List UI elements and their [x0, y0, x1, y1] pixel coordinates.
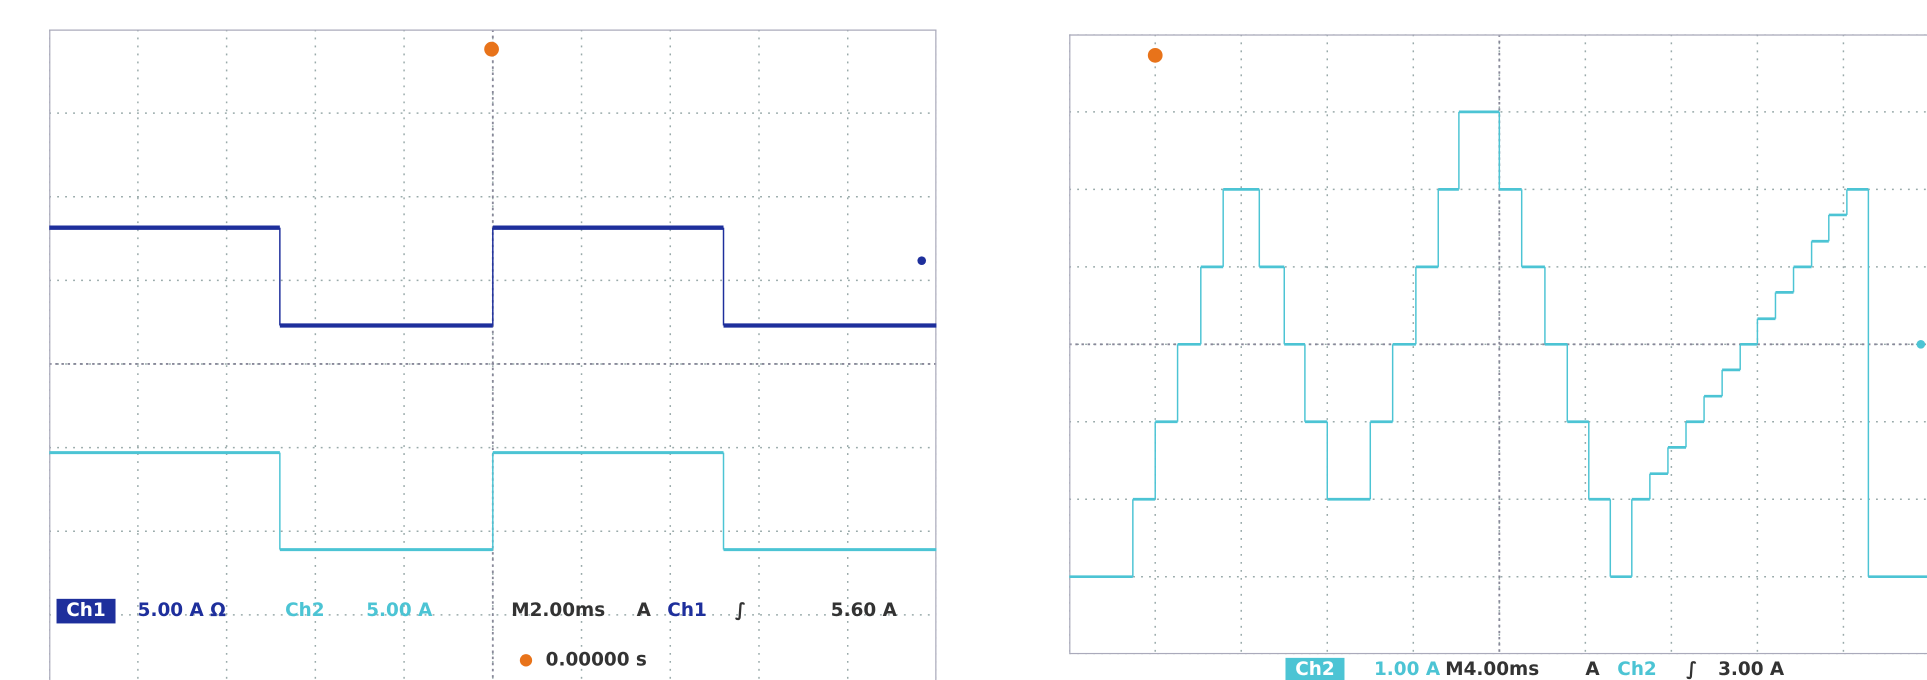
channel-badge — [56, 598, 116, 624]
readout-text: M2.00ms — [511, 600, 605, 621]
readout-text: 3.00 A — [1718, 659, 1785, 680]
scope-panel — [1069, 34, 1927, 655]
trigger-marker — [484, 41, 499, 57]
channel-label: Ch1 — [66, 600, 105, 621]
readout-text: A — [1585, 659, 1600, 680]
readout-text: 5.00 A Ω — [138, 600, 227, 621]
readout-text: M4.00ms — [1445, 659, 1539, 680]
trigger-marker — [1147, 47, 1163, 63]
readout-text: A — [637, 600, 652, 621]
readout-text: Ch2 — [285, 600, 324, 621]
readout-text: Ch1 — [667, 600, 706, 621]
scope-panel — [49, 29, 937, 680]
readout-text: 1.00 A — [1374, 659, 1441, 680]
readout-text: 0.00000 s — [546, 649, 647, 670]
readout-text: 5.60 A — [831, 600, 898, 621]
readout-text: 5.00 A — [366, 600, 433, 621]
channel-label: Ch2 — [1295, 659, 1334, 680]
ground-marker — [1916, 340, 1926, 349]
ground-marker — [917, 256, 927, 265]
readout-text: ∫ — [1686, 659, 1697, 680]
readout-text: Ch2 — [1617, 659, 1656, 680]
channel-badge — [1285, 657, 1345, 680]
readout-text: ∫ — [735, 600, 746, 621]
position-marker — [519, 654, 533, 667]
